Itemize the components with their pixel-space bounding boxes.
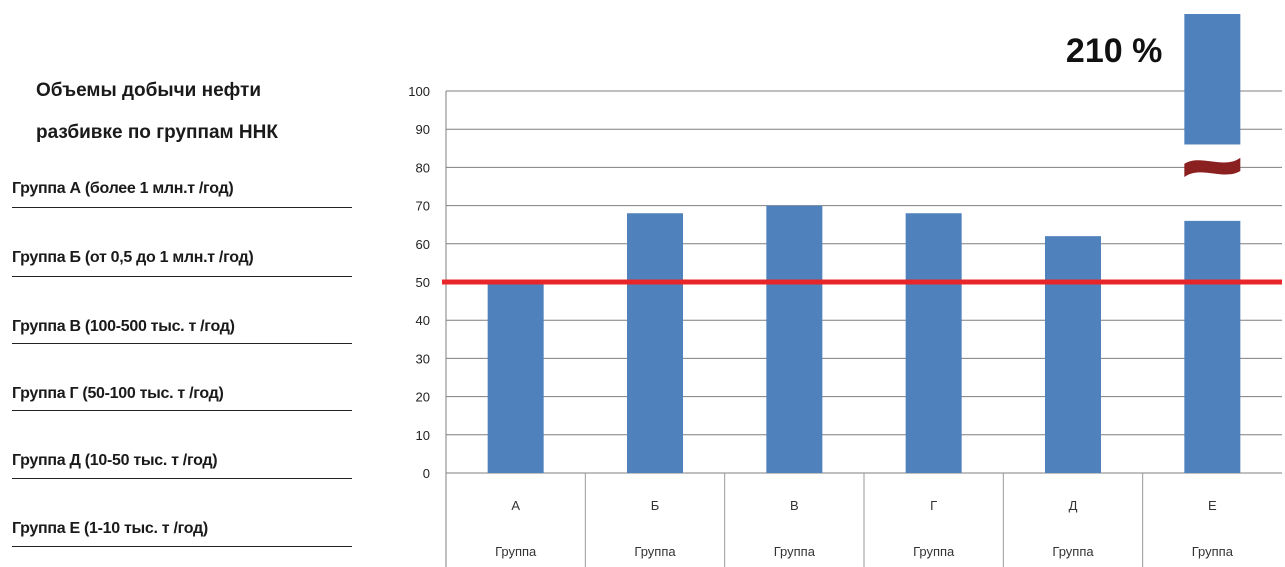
- legend-title-line1: Объемы добычи нефти: [36, 80, 262, 101]
- bar: [627, 213, 683, 474]
- x-tick-sublabel: Группа: [634, 544, 676, 559]
- y-tick-label: 20: [416, 390, 430, 405]
- y-tick-label: 100: [408, 84, 430, 99]
- y-tick-label: 30: [416, 351, 430, 366]
- x-tick-sublabel: Группа: [495, 544, 537, 559]
- y-tick-label: 10: [416, 428, 430, 443]
- y-tick-label: 90: [416, 122, 430, 137]
- legend-divider: [12, 276, 352, 277]
- y-tick-label: 80: [416, 160, 430, 175]
- y-tick-label: 70: [416, 199, 430, 214]
- legend-divider: [12, 410, 352, 411]
- legend-item-v: Группа В (100-500 тыс. т /год): [12, 318, 235, 335]
- bar: [905, 213, 962, 474]
- legend-item-g: Группа Г (50-100 тыс. т /год): [12, 385, 224, 402]
- x-tick-sublabel: Группа: [774, 544, 816, 559]
- x-tick-sublabel: Группа: [913, 544, 955, 559]
- x-tick-label: Б: [651, 498, 660, 513]
- x-tick-sublabel: Группа: [1192, 544, 1234, 559]
- bar: [1045, 236, 1101, 473]
- bar: [766, 205, 823, 473]
- x-tick-sublabel: Группа: [1052, 544, 1094, 559]
- legend-divider: [12, 478, 352, 479]
- bar-e-upper: [1184, 14, 1241, 145]
- y-tick-label: 40: [416, 313, 430, 328]
- legend-item-a: Группа А (более 1 млн.т /год): [12, 180, 234, 197]
- bar: [487, 282, 544, 473]
- x-tick-label: В: [790, 498, 799, 513]
- legend-divider: [12, 343, 352, 344]
- bar-e-lower: [1184, 220, 1241, 473]
- legend-item-d: Группа Д (10-50 тыс. т /год): [12, 452, 218, 469]
- legend-item-b: Группа Б (от 0,5 до 1 млн.т /год): [12, 249, 254, 266]
- x-tick-label: Е: [1208, 498, 1217, 513]
- x-tick-label: Г: [930, 498, 937, 513]
- y-tick-label: 0: [423, 466, 430, 481]
- legend-item-e: Группа Е (1-10 тыс. т /год): [12, 520, 208, 537]
- x-tick-label: А: [511, 498, 520, 513]
- y-tick-label: 60: [416, 237, 430, 252]
- legend-panel: Объемы добычи нефти разбивке по группам …: [0, 0, 370, 567]
- bar-break-marker: [1184, 157, 1241, 178]
- legend-divider: [12, 207, 352, 208]
- x-tick-label: Д: [1069, 498, 1078, 513]
- bar-value-annotation: 210 %: [1066, 32, 1162, 70]
- legend-divider: [12, 546, 352, 547]
- y-tick-label: 50: [416, 275, 430, 290]
- legend-title-line2: разбивке по группам ННК: [36, 122, 278, 143]
